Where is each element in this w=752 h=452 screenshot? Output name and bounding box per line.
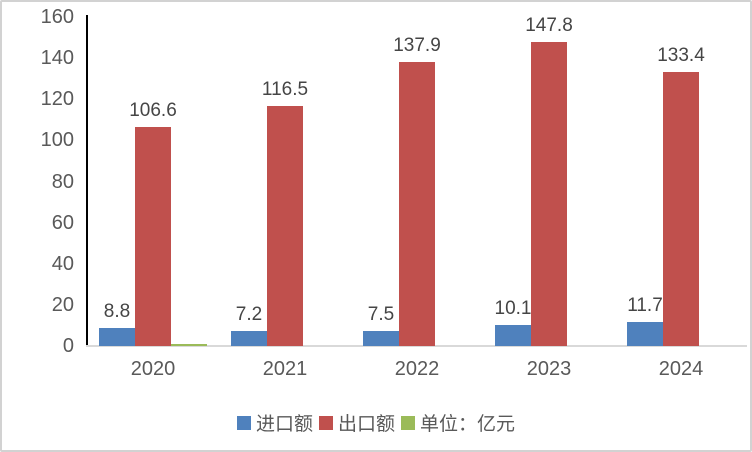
legend-item-unit-note: 单位：亿元 <box>401 409 515 436</box>
y-tick-label-60: 60 <box>51 211 74 234</box>
y-axis-line <box>86 15 88 346</box>
legend-item-imports: 进口额 <box>236 409 313 436</box>
data-label-exports-2022: 137.9 <box>393 35 441 57</box>
y-tick-label-80: 80 <box>51 170 74 193</box>
y-tick-label-160: 160 <box>40 6 74 28</box>
x-axis-label-2021: 2021 <box>262 358 308 380</box>
y-tick-label-40: 40 <box>51 252 74 275</box>
bar-exports-2023 <box>531 42 567 346</box>
x-axis-label-2023: 2023 <box>526 358 572 380</box>
x-axis-label-2024: 2024 <box>658 358 704 380</box>
legend-item-exports: 出口额 <box>318 409 395 436</box>
legend-swatch-imports <box>236 415 251 430</box>
bar-unit-note-2020 <box>171 343 207 346</box>
y-tick-label-100: 100 <box>40 129 74 152</box>
data-label-exports-2023: 147.8 <box>525 15 573 37</box>
legend-swatch-exports <box>318 415 333 430</box>
data-label-imports-2023: 10.1 <box>494 298 532 320</box>
data-label-imports-2021: 7.2 <box>235 304 263 326</box>
x-axis-line <box>86 345 747 347</box>
data-label-exports-2021: 116.5 <box>261 79 309 101</box>
bar-imports-2020 <box>99 327 135 346</box>
bar-exports-2020 <box>135 126 171 346</box>
y-tick-label-120: 120 <box>40 88 74 111</box>
x-axis-label-2020: 2020 <box>130 358 176 380</box>
data-label-exports-2024: 133.4 <box>657 44 705 66</box>
legend-swatch-unit-note <box>401 415 415 430</box>
data-label-imports-2024: 11.7 <box>627 294 663 316</box>
bar-exports-2021 <box>267 106 303 346</box>
legend: 进口额 出口额 单位：亿元 <box>2 409 750 436</box>
bar-imports-2024 <box>627 321 663 346</box>
data-label-exports-2020: 106.6 <box>129 99 177 121</box>
legend-label-unit-note: 单位：亿元 <box>420 414 516 435</box>
legend-label-imports: 进口额 <box>255 414 313 435</box>
bar-imports-2023 <box>495 325 531 346</box>
legend-label-exports: 出口额 <box>337 414 395 435</box>
bar-imports-2022 <box>363 330 399 346</box>
x-axis-label-2022: 2022 <box>394 358 440 380</box>
bar-exports-2024 <box>663 71 699 346</box>
bar-imports-2021 <box>231 331 267 346</box>
y-tick-label-0: 0 <box>62 335 74 357</box>
y-tick-label-20: 20 <box>51 293 74 316</box>
bar-exports-2022 <box>399 62 435 346</box>
y-tick-label-140: 140 <box>40 47 74 70</box>
data-label-imports-2022: 7.5 <box>367 303 395 325</box>
data-label-imports-2020: 8.8 <box>103 300 131 322</box>
